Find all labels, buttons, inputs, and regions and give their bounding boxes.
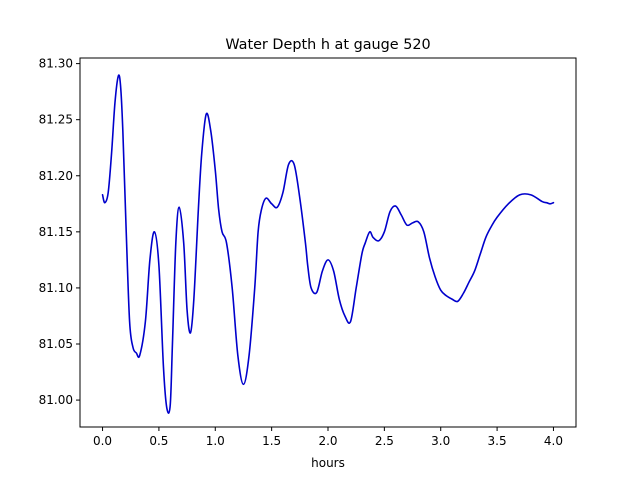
x-axis: 0.0 0.5 1.0 1.5 2.0 2.5 3.0 3.5 4.0 xyxy=(93,427,563,448)
x-tick-label: 0.5 xyxy=(149,434,168,448)
x-tick-label: 1.0 xyxy=(206,434,225,448)
x-tick-label: 3.5 xyxy=(488,434,507,448)
x-tick-label: 0.0 xyxy=(93,434,112,448)
series-line-0 xyxy=(101,74,555,415)
x-tick-label: 2.0 xyxy=(318,434,337,448)
chart-title: Water Depth h at gauge 520 xyxy=(225,37,430,53)
plot-layer xyxy=(101,74,555,415)
x-axis-title: hours xyxy=(311,456,345,470)
y-tick-label: 81.10 xyxy=(39,281,73,295)
y-tick-label: 81.30 xyxy=(39,57,73,71)
x-tick-label: 3.0 xyxy=(431,434,450,448)
y-tick-label: 81.25 xyxy=(39,113,73,127)
y-tick-label: 81.20 xyxy=(39,169,73,183)
y-tick-label: 81.05 xyxy=(39,337,73,351)
x-tick-label: 4.0 xyxy=(544,434,563,448)
y-tick-label: 81.15 xyxy=(39,225,73,239)
y-tick-label: 81.00 xyxy=(39,393,73,407)
x-tick-label: 1.5 xyxy=(262,434,281,448)
y-axis: 81.00 81.05 81.10 81.15 81.20 81.25 81.30 xyxy=(39,57,80,407)
x-tick-label: 2.5 xyxy=(375,434,394,448)
